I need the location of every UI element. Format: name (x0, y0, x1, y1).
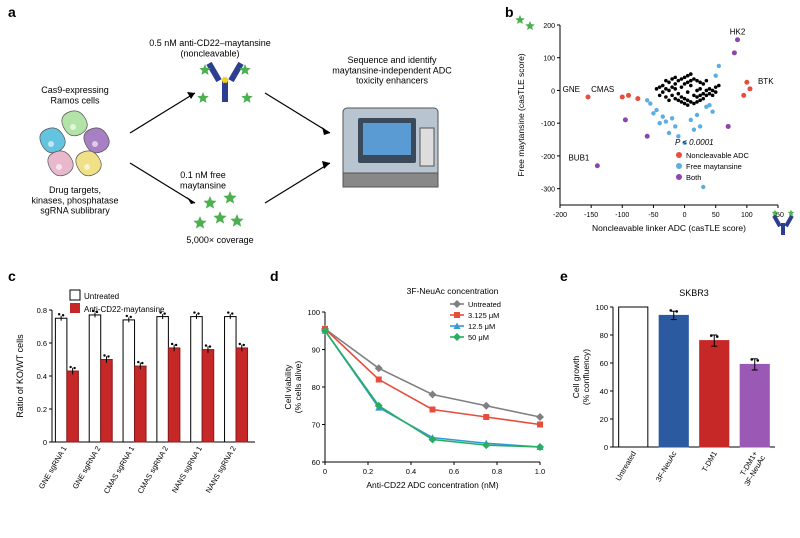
svg-text:-150: -150 (584, 212, 598, 219)
svg-text:GNE: GNE (563, 85, 580, 94)
svg-text:-200: -200 (541, 154, 555, 161)
svg-text:80: 80 (600, 331, 608, 340)
svg-text:90: 90 (312, 346, 320, 355)
svg-text:Noncleavable linker ADC (casTL: Noncleavable linker ADC (casTLE score) (592, 223, 746, 233)
svg-text:T-DM1+3F-NeuAc: T-DM1+3F-NeuAc (735, 449, 767, 488)
svg-text:50 μM: 50 μM (468, 333, 489, 342)
panel-e-bars: 0 20 40 60 80 100 Cell growth(% confluency) SKB… (565, 282, 795, 534)
svg-text:Anti-CD22-maytansine: Anti-CD22-maytansine (84, 305, 165, 314)
svg-text:BTK: BTK (758, 77, 774, 86)
svg-text:Sequence and identifymaytansin: Sequence and identifymaytansine-independ… (332, 55, 452, 86)
svg-text:5,000× coverage: 5,000× coverage (186, 235, 253, 245)
svg-text:100: 100 (595, 303, 608, 312)
svg-text:0.8: 0.8 (37, 306, 47, 315)
svg-text:100: 100 (741, 212, 753, 219)
svg-text:Untreated: Untreated (84, 292, 119, 301)
svg-text:100: 100 (307, 308, 320, 317)
svg-text:T-DM1: T-DM1 (700, 450, 719, 474)
svg-text:-200: -200 (553, 212, 567, 219)
svg-text:CMAS sgRNA 1: CMAS sgRNA 1 (102, 445, 136, 496)
svg-text:Untreated: Untreated (468, 300, 501, 309)
svg-text:-100: -100 (541, 121, 555, 128)
svg-text:Free maytansine: Free maytansine (686, 162, 742, 171)
svg-text:BUB1: BUB1 (568, 154, 589, 163)
svg-text:3F-NeuAc: 3F-NeuAc (654, 449, 679, 483)
svg-text:0.4: 0.4 (406, 467, 416, 476)
svg-text:0: 0 (604, 443, 608, 452)
svg-text:70: 70 (312, 421, 320, 430)
svg-text:Cas9-expressingRamos cells: Cas9-expressingRamos cells (41, 85, 109, 105)
panel-b-scatter: -200-150-100-50050100150-300-200-1000100… (510, 10, 795, 265)
svg-text:12.5 μM: 12.5 μM (468, 322, 495, 331)
svg-text:0: 0 (683, 212, 687, 219)
svg-text:Ratio of KO/WT cells: Ratio of KO/WT cells (15, 334, 25, 418)
svg-text:GNE sgRNA 1: GNE sgRNA 1 (37, 445, 69, 491)
svg-text:0.4: 0.4 (37, 372, 47, 381)
svg-text:Anti-CD22 ADC concentration (n: Anti-CD22 ADC concentration (nM) (366, 480, 498, 490)
svg-text:NANS sgRNA 2: NANS sgRNA 2 (204, 445, 238, 495)
panel-a-schematic: Cas9-expressingRamos cells Drug targets,k… (15, 18, 505, 258)
svg-text:1.0: 1.0 (535, 467, 545, 476)
svg-text:CMAS sgRNA 2: CMAS sgRNA 2 (136, 445, 170, 496)
svg-text:3F-NeuAc concentration: 3F-NeuAc concentration (407, 286, 499, 296)
svg-text:-50: -50 (648, 212, 658, 219)
panel-d-lines: 0 0.2 0.4 0.6 0.8 1.0 60 70 80 90 100 Anti-CD22 ADC… (275, 282, 555, 534)
svg-text:3.125 μM: 3.125 μM (468, 311, 499, 320)
svg-text:P < 0.0001: P < 0.0001 (675, 138, 714, 147)
svg-text:NANS sgRNA 1: NANS sgRNA 1 (170, 445, 204, 495)
svg-text:100: 100 (543, 56, 555, 63)
svg-text:-300: -300 (541, 187, 555, 194)
svg-text:Untreated: Untreated (614, 450, 638, 483)
svg-text:0: 0 (43, 438, 47, 447)
svg-text:-100: -100 (615, 212, 629, 219)
svg-text:80: 80 (312, 383, 320, 392)
panel-c-bars: 0 0.2 0.4 0.6 0.8 Ratio of KO/WT cells GNE sgR… (10, 282, 265, 534)
svg-text:0: 0 (551, 88, 555, 95)
svg-text:40: 40 (600, 387, 608, 396)
svg-text:200: 200 (543, 23, 555, 30)
svg-text:Noncleavable ADC: Noncleavable ADC (686, 151, 750, 160)
svg-text:0: 0 (323, 467, 327, 476)
svg-text:0.1 nM freemaytansine: 0.1 nM freemaytansine (180, 170, 226, 190)
svg-text:60: 60 (312, 458, 320, 467)
svg-text:20: 20 (600, 415, 608, 424)
svg-text:Drug targets,kinases, phosphat: Drug targets,kinases, phosphatasesgRNA s… (31, 185, 118, 216)
svg-text:0.6: 0.6 (37, 339, 47, 348)
svg-text:CMAS: CMAS (591, 85, 614, 94)
svg-text:SKBR3: SKBR3 (679, 288, 709, 298)
svg-text:50: 50 (712, 212, 720, 219)
svg-text:0.2: 0.2 (37, 405, 47, 414)
svg-text:60: 60 (600, 359, 608, 368)
svg-text:0.6: 0.6 (449, 467, 459, 476)
svg-text:0.5 nM anti-CD22–maytansine(no: 0.5 nM anti-CD22–maytansine(noncleavable… (149, 38, 271, 58)
svg-text:Cell growth(% confluency): Cell growth(% confluency) (571, 349, 591, 405)
svg-text:Cell viability(% cells alive): Cell viability(% cells alive) (283, 361, 303, 414)
svg-text:0.2: 0.2 (363, 467, 373, 476)
svg-text:Free maytansine (casTLE score): Free maytansine (casTLE score) (516, 53, 526, 176)
svg-text:Both: Both (686, 173, 701, 182)
svg-text:GNE sgRNA 2: GNE sgRNA 2 (71, 445, 103, 491)
svg-text:HK2: HK2 (730, 28, 746, 37)
svg-text:0.8: 0.8 (492, 467, 502, 476)
